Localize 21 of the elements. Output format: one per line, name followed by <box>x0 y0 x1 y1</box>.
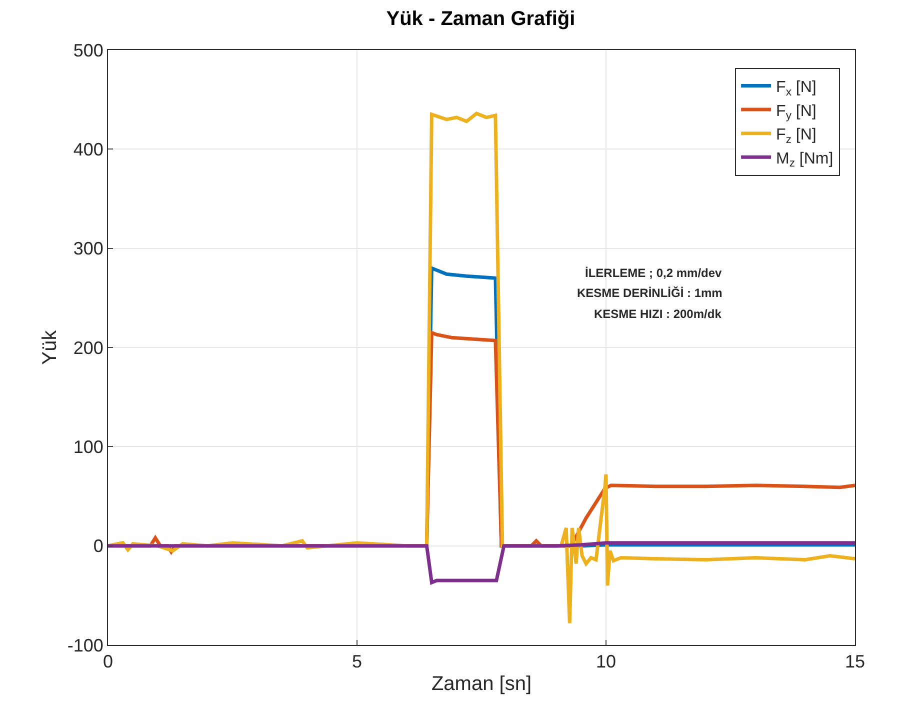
annotation: KESME DERİNLİĞİ : 1mm <box>577 286 722 300</box>
y-axis-title: Yük <box>38 329 61 365</box>
x-tick-label: 15 <box>844 652 866 672</box>
y-tick-label: -100 <box>67 635 104 656</box>
legend-label: M$_{z}$ [Nm] <box>776 150 834 170</box>
x-tick-label: 5 <box>352 652 362 672</box>
x-tick-label: 10 <box>596 652 616 672</box>
annotation: KESME HIZI : 200m/dk <box>594 307 722 321</box>
y-tick-label: 0 <box>93 536 104 556</box>
legend-label: F$_{x}$ [N] <box>776 78 816 98</box>
y-tick-label: 300 <box>73 238 104 259</box>
legend-label: F$_{z}$ [N] <box>776 126 816 146</box>
y-tick-label: 500 <box>73 40 104 60</box>
y-tick-label: 400 <box>73 139 104 160</box>
annotation: İLERLEME ; 0,2 mm/dev <box>585 266 722 280</box>
legend-label: F$_{y}$ [N] <box>776 102 816 122</box>
line-series <box>108 541 855 584</box>
y-tick-label: 200 <box>73 338 104 358</box>
chart-title: Yük - Zaman Grafiği <box>386 8 576 30</box>
y-tick-label: 100 <box>73 436 104 457</box>
x-axis-title: Zaman [sn] <box>431 673 532 696</box>
